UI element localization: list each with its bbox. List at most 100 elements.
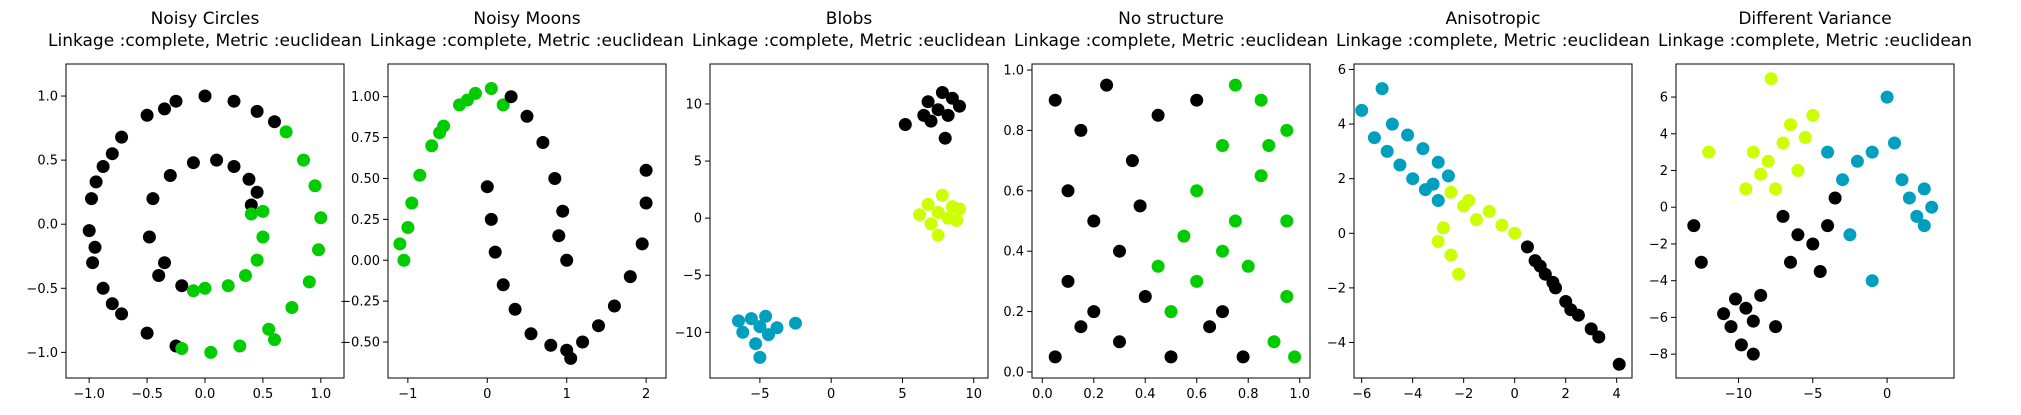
y-tick-label: 0.5	[37, 154, 58, 169]
y-tick-label: 0.0	[1003, 365, 1024, 380]
scatter-point	[397, 253, 411, 267]
scatter-point	[560, 253, 574, 267]
scatter-point	[544, 338, 558, 352]
x-tick-label: 0.4	[1135, 387, 1156, 402]
scatter-point	[484, 82, 498, 95]
scatter-point	[1592, 330, 1606, 344]
scatter-point	[239, 269, 252, 282]
x-tick-label: −4	[1403, 387, 1422, 402]
scatter-point	[233, 339, 247, 353]
scatter-point	[1482, 204, 1496, 218]
scatter-point	[496, 98, 510, 112]
x-tick-label: 2	[1562, 387, 1570, 402]
scatter-point	[921, 95, 935, 109]
scatter-point	[1164, 350, 1178, 364]
scatter-point	[1048, 93, 1062, 107]
scatter-point	[1138, 290, 1152, 303]
scatter-point	[552, 229, 566, 243]
scatter-point	[1375, 82, 1389, 96]
x-tick-label: 1	[563, 387, 571, 402]
scatter-point	[1888, 136, 1901, 150]
y-tick-label: −4	[1327, 336, 1346, 351]
scatter-point	[1865, 145, 1879, 159]
scatter-point	[1151, 108, 1165, 122]
x-tick-label: −1.0	[73, 387, 105, 402]
scatter-point	[1190, 274, 1204, 288]
scatter-point	[86, 256, 100, 270]
x-tick-label: −5	[1803, 387, 1822, 402]
scatter-point	[924, 217, 938, 231]
scatter-point	[1288, 350, 1302, 364]
x-tick-label: 0	[1883, 387, 1891, 402]
x-tick-label: −6	[1352, 387, 1371, 402]
scatter-point	[163, 169, 177, 182]
scatter-point	[1729, 292, 1742, 306]
y-tick-label: 0.25	[351, 213, 380, 228]
chart-title: Noisy Circles	[151, 9, 260, 29]
x-tick-label: 0.0	[195, 387, 216, 402]
scatter-point	[256, 204, 270, 218]
scatter-point	[607, 299, 621, 313]
scatter-points	[1355, 82, 1626, 371]
y-tick-label: 0	[1338, 227, 1346, 242]
scatter-point	[1426, 177, 1440, 191]
chart-title: Different Variance	[1738, 9, 1891, 29]
chart-subtitle: Linkage :complete, Metric :euclidean	[1336, 31, 1650, 51]
scatter-point	[242, 172, 256, 186]
scatter-point	[1436, 221, 1450, 235]
y-tick-label: 5	[694, 155, 702, 170]
y-tick-label: 6	[1338, 63, 1346, 78]
plot-frame	[1353, 63, 1633, 379]
scatter-point	[96, 281, 110, 295]
scatter-point	[536, 136, 550, 149]
scatter-point	[1431, 235, 1445, 248]
x-tick-label: 5	[898, 387, 906, 402]
scatter-point	[1769, 182, 1783, 196]
scatter-point	[759, 309, 773, 323]
y-tick-label: 0.50	[351, 172, 380, 187]
scatter-point	[1702, 145, 1716, 159]
scatter-point	[1216, 139, 1229, 152]
scatter-point	[115, 307, 129, 321]
chart-title: Blobs	[826, 9, 873, 29]
scatter-point	[508, 302, 522, 316]
scatter-point	[1798, 131, 1812, 144]
scatter-point	[1385, 117, 1399, 131]
scatter-point	[279, 125, 293, 139]
scatter-point	[169, 94, 183, 108]
scatter-point	[186, 284, 200, 298]
scatter-point	[921, 197, 935, 211]
plot-frame	[1031, 63, 1311, 379]
scatter-point	[1784, 118, 1797, 132]
scatter-point	[302, 275, 316, 289]
scatter-point	[1821, 145, 1835, 159]
y-tick-label: 4	[1660, 127, 1668, 142]
scatter-point	[1746, 145, 1760, 159]
scatter-point	[198, 89, 212, 103]
scatter-point	[1416, 142, 1430, 156]
x-tick-label: 0.5	[253, 387, 274, 402]
y-tick-label: −2	[1649, 237, 1668, 252]
x-tick-label: 2	[642, 387, 650, 402]
scatter-point	[1393, 158, 1407, 172]
scatter-point	[268, 333, 281, 347]
scatter-point	[413, 168, 427, 182]
scatter-point	[931, 103, 945, 117]
scatter-point	[1444, 185, 1458, 199]
scatter-point	[1784, 255, 1797, 269]
scatter-point	[744, 312, 758, 326]
scatter-point	[115, 130, 129, 144]
x-tick-label: −0.5	[131, 387, 163, 402]
scatter-point	[639, 163, 653, 177]
scatter-point	[1734, 338, 1748, 352]
scatter-point	[1533, 259, 1547, 273]
y-tick-label: 0.0	[37, 218, 58, 233]
scatter-point	[405, 196, 419, 210]
y-tick-label: −0.5	[26, 282, 58, 297]
y-tick-label: 0.8	[1003, 124, 1024, 139]
scatter-point	[1843, 228, 1857, 242]
y-tick-label: 1.0	[1003, 64, 1024, 79]
scatter-point	[1462, 194, 1476, 207]
scatter-points	[82, 89, 328, 359]
